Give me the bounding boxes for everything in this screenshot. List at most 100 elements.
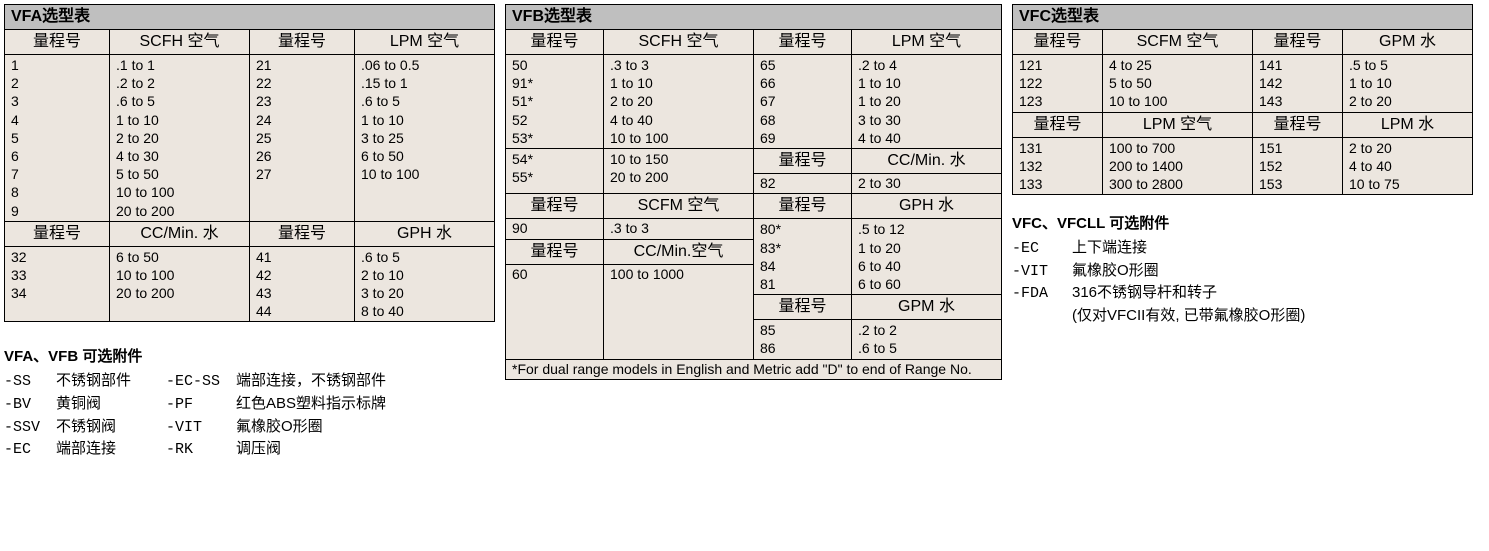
acc-code: -SS: [4, 371, 56, 393]
vfa-title: VFA选型表: [5, 5, 495, 30]
hdr-gpm-water: GPM 水: [852, 295, 1002, 320]
vfb-table: VFB选型表 量程号 SCFH 空气 量程号 LPM 空气 5091*51*52…: [505, 4, 1002, 380]
vfc-table: VFC选型表 量程号 SCFM 空气 量程号 GPM 水 121122123 4…: [1012, 4, 1473, 195]
acc-code: -RK: [166, 439, 236, 461]
hdr-range: 量程号: [1013, 112, 1103, 137]
hdr-range: 量程号: [506, 194, 604, 219]
vfb-gpm-vals: .2 to 2.6 to 5: [852, 320, 1002, 359]
hdr-range: 量程号: [754, 148, 852, 173]
vfa-left-nums: 123456789: [5, 55, 110, 222]
acc-code: -FDA: [1012, 283, 1072, 305]
acc-ab-col2: -EC-SS端部连接，不锈钢部件-PF红色ABS塑料指示标牌-VIT氟橡胶O形圈…: [166, 370, 386, 461]
page-layout: VFA选型表 量程号 SCFH 空气 量程号 LPM 空气 123456789 …: [4, 4, 1485, 461]
vfa-bl-vals: 6 to 5010 to 10020 to 200: [110, 246, 250, 322]
col-vfb: VFB选型表 量程号 SCFH 空气 量程号 LPM 空气 5091*51*52…: [505, 4, 1002, 380]
hdr-gph-water: GPH 水: [355, 221, 495, 246]
vfa-left-vals: .1 to 1.2 to 2.6 to 51 to 102 to 204 to …: [110, 55, 250, 222]
vfa-br-vals: .6 to 52 to 103 to 208 to 40: [355, 246, 495, 322]
vfb-l-vals: .3 to 31 to 102 to 204 to 4010 to 100: [604, 55, 754, 149]
vfb-ccair-num: 60: [506, 264, 604, 359]
hdr-scfh-air: SCFH 空气: [604, 30, 754, 55]
vfb-ccwater-num: 82: [754, 173, 852, 194]
vfb-ccair-val: 100 to 1000: [604, 264, 754, 359]
vfc-bl-vals: 100 to 700200 to 1400300 to 2800: [1103, 137, 1253, 195]
acc-desc: 氟橡胶O形圈: [1072, 260, 1159, 282]
vfa-table: VFA选型表 量程号 SCFH 空气 量程号 LPM 空气 123456789 …: [4, 4, 495, 322]
hdr-range: 量程号: [506, 30, 604, 55]
vfb-ccwater-val: 2 to 30: [852, 173, 1002, 194]
hdr-range: 量程号: [754, 194, 852, 219]
hdr-range: 量程号: [250, 221, 355, 246]
hdr-range: 量程号: [250, 30, 355, 55]
hdr-gph-water: GPH 水: [852, 194, 1002, 219]
vfc-title: VFC选型表: [1013, 5, 1473, 30]
acc-c-list: -EC上下端连接-VIT氟橡胶O形圈-FDA316不锈钢导杆和转子: [1012, 237, 1473, 305]
acc-c-title: VFC、VFCLL 可选附件: [1012, 213, 1473, 235]
acc-code: -EC: [1012, 238, 1072, 260]
vfc-br-nums: 151152153: [1253, 137, 1343, 195]
col-vfa: VFA选型表 量程号 SCFH 空气 量程号 LPM 空气 123456789 …: [4, 4, 495, 461]
acc-desc: 上下端连接: [1072, 237, 1147, 259]
vfb-gph-vals: .5 to 121 to 206 to 406 to 60: [852, 219, 1002, 295]
acc-desc: 氟橡胶O形圈: [236, 416, 323, 438]
acc-ab-col1: -SS不锈钢部件-BV黄铜阀-SSV不锈钢阀-EC端部连接: [4, 370, 166, 461]
vfc-tl-nums: 121122123: [1013, 55, 1103, 113]
acc-code: -VIT: [166, 417, 236, 439]
vfb-scfm-num: 90: [506, 219, 604, 240]
acc-c: VFC、VFCLL 可选附件 -EC上下端连接-VIT氟橡胶O形圈-FDA316…: [1012, 213, 1473, 327]
acc-desc: 316不锈钢导杆和转子: [1072, 282, 1217, 304]
hdr-range: 量程号: [754, 295, 852, 320]
hdr-ccmin-water: CC/Min. 水: [110, 221, 250, 246]
acc-desc: 黄铜阀: [56, 393, 166, 415]
hdr-scfm-air: SCFM 空气: [604, 194, 754, 219]
acc-ab-title: VFA、VFB 可选附件: [4, 346, 495, 368]
vfb-r-vals-top: .2 to 41 to 101 to 203 to 304 to 40: [852, 55, 1002, 149]
hdr-range: 量程号: [754, 30, 852, 55]
hdr-ccmin-air: CC/Min.空气: [604, 239, 754, 264]
hdr-scfm-air: SCFM 空气: [1103, 30, 1253, 55]
vfb-l-nums: 5091*51*5253*: [506, 55, 604, 149]
vfb-l-vals2: 10 to 15020 to 200: [604, 148, 754, 194]
col-vfc: VFC选型表 量程号 SCFM 空气 量程号 GPM 水 121122123 4…: [1012, 4, 1473, 327]
vfc-br-vals: 2 to 204 to 4010 to 75: [1343, 137, 1473, 195]
vfa-right-vals: .06 to 0.5.15 to 1.6 to 51 to 103 to 256…: [355, 55, 495, 222]
acc-code: -EC-SS: [166, 371, 236, 393]
acc-desc: 调压阀: [236, 438, 281, 460]
vfc-tl-vals: 4 to 255 to 5010 to 100: [1103, 55, 1253, 113]
hdr-lpm-air: LPM 空气: [852, 30, 1002, 55]
vfc-tr-vals: .5 to 51 to 102 to 20: [1343, 55, 1473, 113]
vfb-gpm-nums: 8586: [754, 320, 852, 359]
acc-code: -EC: [4, 439, 56, 461]
hdr-gpm-water: GPM 水: [1343, 30, 1473, 55]
acc-code: -PF: [166, 394, 236, 416]
acc-desc: 红色ABS塑料指示标牌: [236, 393, 386, 415]
acc-code: -VIT: [1012, 261, 1072, 283]
hdr-range: 量程号: [5, 30, 110, 55]
hdr-scfh-air: SCFH 空气: [110, 30, 250, 55]
vfc-bl-nums: 131132133: [1013, 137, 1103, 195]
acc-desc: 不锈钢阀: [56, 416, 166, 438]
acc-ab: VFA、VFB 可选附件 -SS不锈钢部件-BV黄铜阀-SSV不锈钢阀-EC端部…: [4, 346, 495, 461]
vfa-bl-nums: 323334: [5, 246, 110, 322]
hdr-range: 量程号: [1253, 30, 1343, 55]
vfb-gph-nums: 80*83*8481: [754, 219, 852, 295]
acc-desc: 端部连接: [56, 438, 166, 460]
vfa-br-nums: 41424344: [250, 246, 355, 322]
hdr-lpm-air: LPM 空气: [355, 30, 495, 55]
hdr-lpm-water: LPM 水: [1343, 112, 1473, 137]
hdr-range: 量程号: [5, 221, 110, 246]
acc-code: -SSV: [4, 417, 56, 439]
hdr-range: 量程号: [506, 239, 604, 264]
vfb-l-nums2: 54*55*: [506, 148, 604, 194]
acc-desc: 不锈钢部件: [56, 370, 166, 392]
hdr-range: 量程号: [1013, 30, 1103, 55]
acc-code: -BV: [4, 394, 56, 416]
acc-c-sub: (仅对VFCII有效, 已带氟橡胶O形圈): [1072, 305, 1473, 327]
vfb-footnote: *For dual range models in English and Me…: [506, 359, 1002, 380]
hdr-ccmin-water: CC/Min. 水: [852, 148, 1002, 173]
vfb-title: VFB选型表: [506, 5, 1002, 30]
vfb-r-nums-top: 6566676869: [754, 55, 852, 149]
vfa-right-nums: 21222324252627: [250, 55, 355, 222]
hdr-range: 量程号: [1253, 112, 1343, 137]
vfc-tr-nums: 141142143: [1253, 55, 1343, 113]
